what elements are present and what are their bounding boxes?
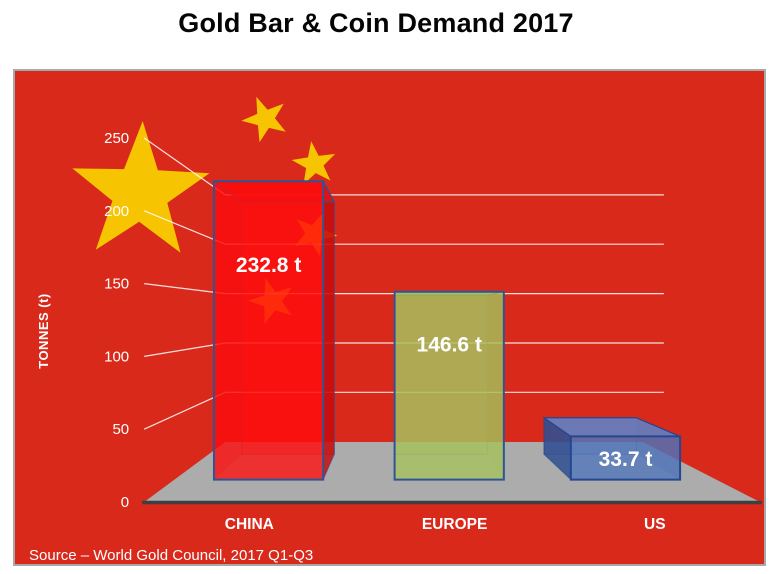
data-label-us: 33.7 t: [599, 448, 653, 471]
bar-europe-front-face: [393, 290, 505, 481]
data-label-europe: 146.6 t: [417, 333, 482, 356]
data-label-china: 232.8 t: [236, 254, 301, 277]
category-label-us: US: [644, 516, 666, 533]
bar-us: 33.7 t: [542, 416, 682, 481]
tick-label-250: 250: [104, 130, 129, 147]
bar-china-side-face: [322, 181, 335, 480]
category-label-europe: EUROPE: [422, 516, 488, 533]
small-star-2: [291, 141, 336, 185]
flag-bar-chart: 0 50 100 150 200 250 CHINA EUROPE US 232.8 t 146.6…: [15, 71, 764, 564]
chart-area: 0 50 100 150 200 250 CHINA EUROPE US 232.8 t 146.6…: [13, 69, 766, 566]
tick-label-200: 200: [104, 203, 129, 220]
y-axis-title: TONNES (t): [36, 293, 51, 368]
category-axis-labels: CHINA EUROPE US: [225, 516, 666, 533]
chart-title: Gold Bar & Coin Demand 2017: [178, 8, 574, 38]
bar-us-front-face: [569, 435, 682, 481]
tick-label-0: 0: [121, 494, 129, 511]
tick-label-50: 50: [112, 421, 129, 438]
tick-label-100: 100: [104, 348, 129, 365]
bar-china-front-face: [212, 180, 325, 481]
small-star-1: [241, 96, 286, 143]
bar-europe: 146.6 t: [393, 290, 505, 481]
bar-china: 232.8 t: [212, 180, 336, 481]
source-note: Source – World Gold Council, 2017 Q1-Q3: [29, 547, 313, 564]
category-label-china: CHINA: [225, 516, 274, 533]
y-axis-tick-labels: 0 50 100 150 200 250: [104, 130, 129, 511]
tick-label-150: 150: [104, 276, 129, 293]
large-star: [72, 121, 210, 253]
